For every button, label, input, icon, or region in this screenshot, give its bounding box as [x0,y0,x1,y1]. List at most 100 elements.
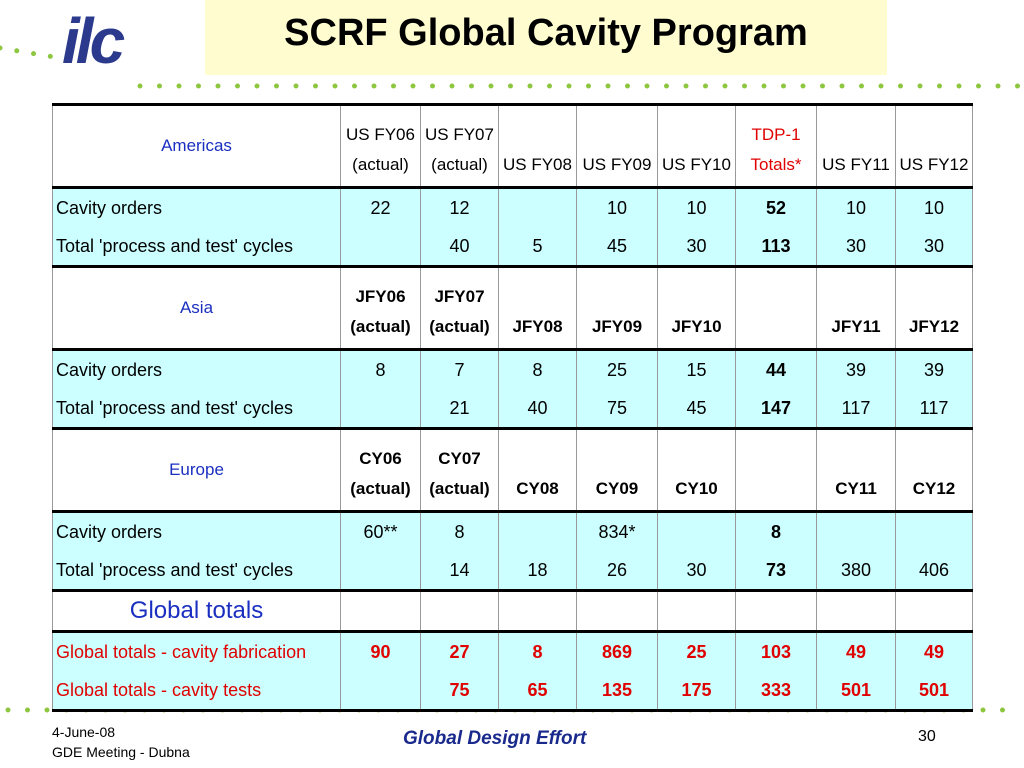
value: 25 [606,360,628,380]
value: 21 [449,398,470,418]
cell [576,590,658,632]
cell: 8 65 [498,631,577,711]
header-line: US FY12 [899,155,969,174]
cell: 8 [340,349,421,429]
cell: 406 [895,511,973,591]
header-line: CY09 [595,479,639,498]
cell [340,590,421,632]
column-header: JFY12 [895,266,973,350]
cell: 103 333 [735,631,817,711]
column-header: TDP-1 Totals* [735,104,817,188]
cell: 10 45 [576,187,658,267]
cell [735,590,817,632]
cell [498,590,577,632]
column-header: CY10 [657,428,736,512]
header-line: JFY11 [831,317,881,336]
column-header: US FY12 [895,104,973,188]
value: 30 [686,236,707,256]
cell: 10 30 [657,187,736,267]
value: 406 [918,560,950,580]
empty [341,671,420,709]
column-header: JFY06 (actual) [340,266,421,350]
cell: 10 30 [816,187,896,267]
table: Americas US FY06 (actual) US FY07 (actual) US… [52,103,973,712]
empty [341,389,420,427]
column-header [735,266,817,350]
value: 26 [606,560,628,580]
cell: 90 [340,631,421,711]
value: 8 [532,360,543,380]
value: 27 [449,642,470,662]
value: 30 [923,236,945,256]
value: 90 [370,642,391,662]
value: 30 [686,560,707,580]
cell: 18 [498,511,577,591]
header-line: (actual) [350,317,411,336]
value: 10 [923,198,945,218]
cell: 5 [498,187,577,267]
cell: 49 501 [816,631,896,711]
column-header: JFY08 [498,266,577,350]
value: 60** [363,522,398,542]
header-line: US FY11 [822,155,890,174]
header-line: US FY10 [662,155,731,174]
value: 52 [765,198,787,218]
header-row: Americas US FY06 (actual) US FY07 (actual) US… [52,104,973,188]
cell: 22 [340,187,421,267]
header-line: CY07 [438,449,481,468]
column-header: JFY11 [816,266,896,350]
header-line: CY10 [675,479,718,498]
header-line: (actual) [429,479,490,498]
empty [499,189,576,227]
row-labels: Cavity orders Total 'process and test' cy… [52,511,341,591]
header-line: CY11 [835,479,877,498]
page-number: 30 [918,728,936,745]
value: 135 [601,680,633,700]
row-label: Global totals - cavity tests [56,680,262,700]
value: 45 [686,398,707,418]
value: 869 [601,642,633,662]
header-row: Asia JFY06 (actual) JFY07 (actual) JFY08 JFY09… [52,266,973,350]
value: 8 [454,522,465,542]
value: 103 [760,642,792,662]
value: 73 [765,560,787,580]
value: 22 [370,198,391,218]
header-line: (actual) [350,479,411,498]
header-line: CY08 [516,479,559,498]
column-header: US FY10 [657,104,736,188]
data-row: Cavity orders Total 'process and test' cy… [52,511,973,591]
column-header: CY12 [895,428,973,512]
column-header: JFY10 [657,266,736,350]
cell: 8 73 [735,511,817,591]
footer-meeting: GDE Meeting - Dubna [52,744,190,760]
value: 14 [449,560,470,580]
title-background [205,0,887,75]
cell: 25 175 [657,631,736,711]
value: 8 [532,642,543,662]
cell [420,590,499,632]
cell: 60** [340,511,421,591]
column-header: US FY11 [816,104,896,188]
header-line: JFY10 [671,317,722,336]
cell: 869 135 [576,631,658,711]
column-header: US FY07 (actual) [420,104,499,188]
header-row: Europe CY06 (actual) CY07 (actual) CY08 CY09 CY… [52,428,973,512]
value: 65 [527,680,548,700]
empty [658,513,735,551]
header-line: CY06 [359,449,402,468]
value: 834* [598,522,636,542]
value: 10 [686,198,707,218]
cell: 39 117 [816,349,896,429]
region: Americas [52,104,341,188]
cell: 39 117 [895,349,973,429]
header-line: Totals* [750,155,802,174]
header-line: CY12 [912,479,956,498]
value: 5 [532,236,543,256]
value: 333 [760,680,792,700]
row-label: Cavity orders [56,198,163,218]
cell: 10 30 [895,187,973,267]
dotted-line [0,45,63,61]
empty [341,227,420,265]
header-line: JFY06 [355,287,406,306]
